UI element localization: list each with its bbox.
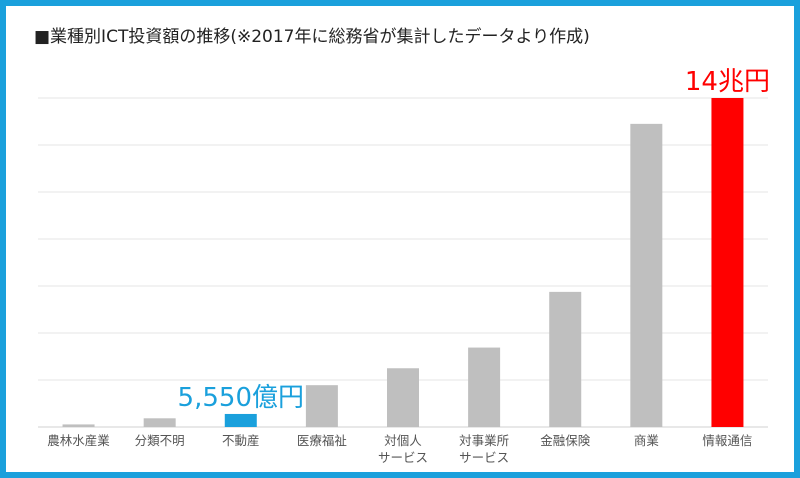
annotation-label: 14兆円 (685, 67, 770, 97)
bars (62, 98, 744, 427)
x-tick-label: 対個人 (384, 433, 422, 448)
annotation-label: 5,550億円 (178, 383, 304, 413)
x-tick-label: サービス (459, 450, 509, 465)
bar-7 (630, 123, 663, 427)
bar-4 (387, 368, 419, 427)
x-tick-label: 不動産 (222, 433, 260, 448)
data-annotations: 5,550億円 14兆円 (178, 67, 770, 413)
x-tick-label: サービス (378, 450, 428, 465)
x-tick-label: 分類不明 (135, 433, 185, 448)
bar-6 (549, 291, 582, 427)
bar-8 (711, 98, 744, 427)
x-tick-label: 情報通信 (702, 433, 752, 448)
bar-2 (224, 413, 257, 427)
chart-title: ■業種別ICT投資額の推移(※2017年に総務省が集計したデータより作成) (34, 27, 590, 47)
bar-3 (305, 385, 338, 427)
x-tick-label: 金融保険 (540, 433, 591, 448)
x-tick-label: 医療福祉 (297, 433, 348, 448)
bar-5 (468, 347, 501, 427)
bar-0 (62, 424, 95, 427)
x-tick-label: 対事業所 (459, 433, 509, 448)
x-tick-label: 商業 (634, 433, 660, 448)
bar-1 (143, 418, 176, 427)
x-tick-label: 農林水産業 (47, 433, 110, 448)
